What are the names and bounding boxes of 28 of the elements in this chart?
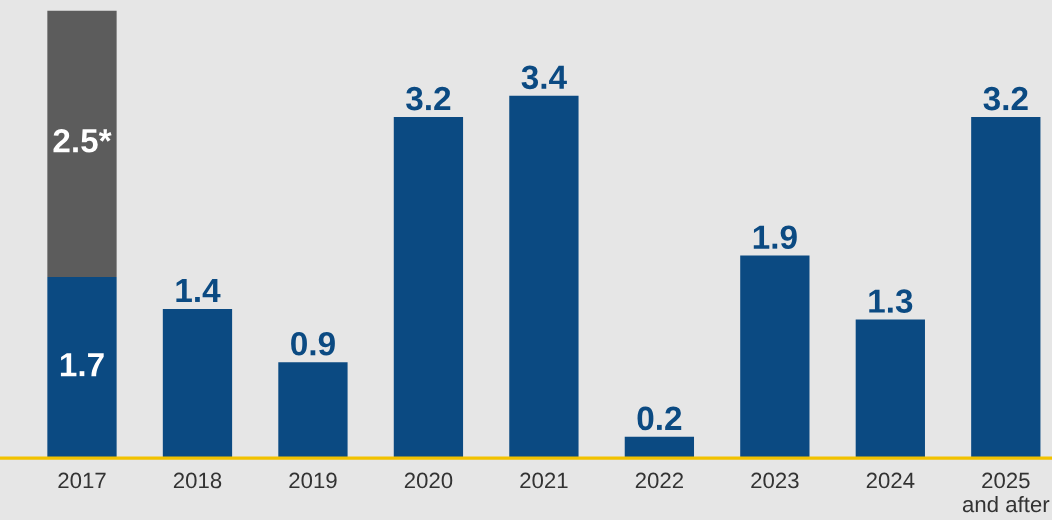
bar: [278, 362, 348, 459]
data-label: 3.4: [521, 65, 567, 90]
x-tick-label: 2022: [635, 472, 683, 489]
x-tick-label: 2024: [866, 472, 915, 489]
bar: [47, 10, 117, 277]
bar: [740, 255, 810, 459]
bar: [47, 276, 117, 459]
x-tick-label: 2021: [520, 472, 568, 489]
data-label: 1.9: [753, 225, 797, 249]
data-label: 1.7: [60, 353, 104, 377]
data-label: 1.3: [869, 289, 913, 313]
x-tick-label: 2025 and after: [962, 472, 1050, 513]
bar: [162, 308, 233, 459]
x-tick-label: 2019: [289, 472, 337, 489]
data-label: 0.2: [637, 406, 682, 431]
data-label: 3.2: [406, 86, 451, 111]
data-label: 2.5*: [53, 128, 112, 153]
bar: [393, 117, 464, 459]
data-label: 0.9: [291, 331, 335, 356]
data-label: 3.2: [983, 86, 1028, 111]
x-tick-label: 2020: [404, 472, 453, 489]
bar: [971, 117, 1041, 459]
bar: [509, 95, 579, 459]
x-tick-label: 2017: [58, 472, 106, 489]
bar: [855, 319, 925, 459]
x-tick-label: 2018: [173, 472, 222, 489]
data-label: 1.4: [176, 279, 221, 302]
x-tick-label: 2023: [751, 472, 799, 489]
